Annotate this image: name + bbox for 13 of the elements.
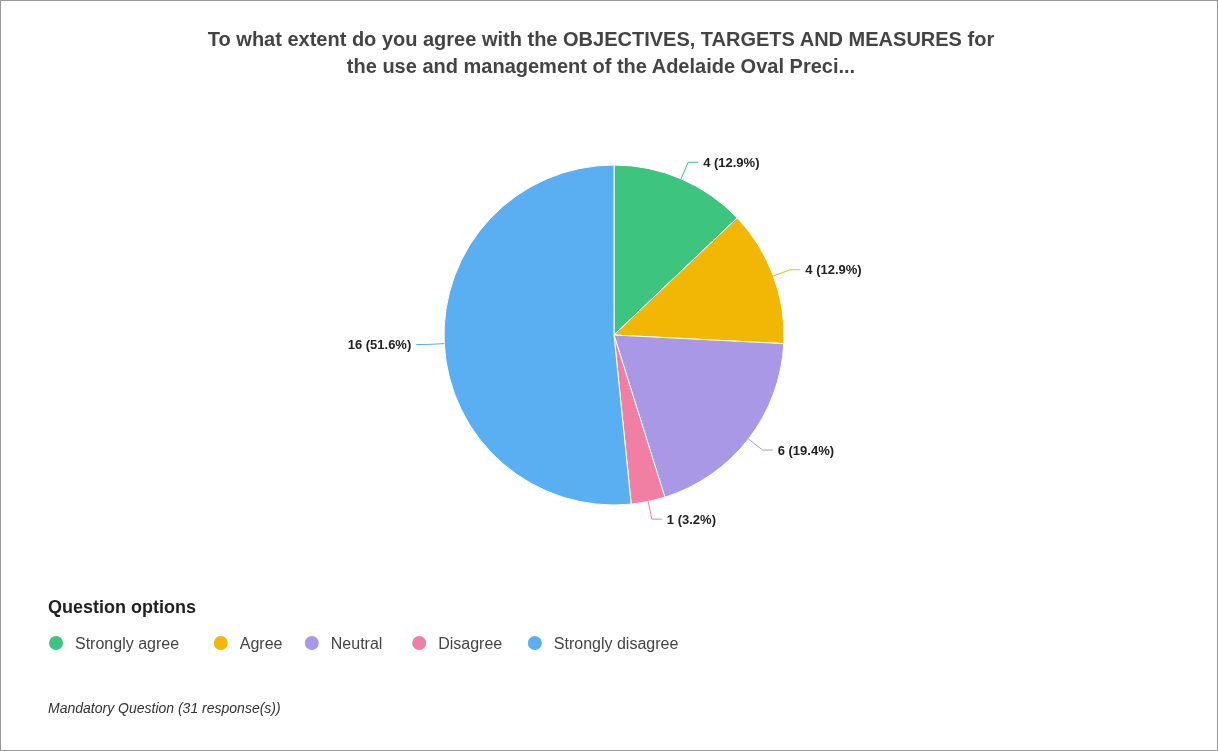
legend-label: Neutral [330, 634, 383, 652]
legend-label: Disagree [438, 634, 503, 652]
data-label: 1 (3.2%) [666, 511, 716, 527]
legend-label: Agree [239, 634, 283, 652]
legend-label: Strongly disagree [553, 634, 679, 652]
text: Mandatory Question (31 response(s)) [48, 700, 281, 716]
data-label: 4 (12.9%) [703, 154, 760, 170]
legend-label: Strongly agree [75, 634, 180, 652]
legend-title: Question options [48, 597, 196, 617]
chart-title: To what extent do you agree with the OBJECTIVES, TARGETS AND MEASURES for the use and management of the Adelaide Oval Preci... [207, 28, 995, 77]
data-label: 6 (19.4%) [777, 442, 835, 458]
data-label: 4 (12.9%) [805, 262, 862, 278]
data-label: 16 (51.6%) [347, 337, 412, 353]
